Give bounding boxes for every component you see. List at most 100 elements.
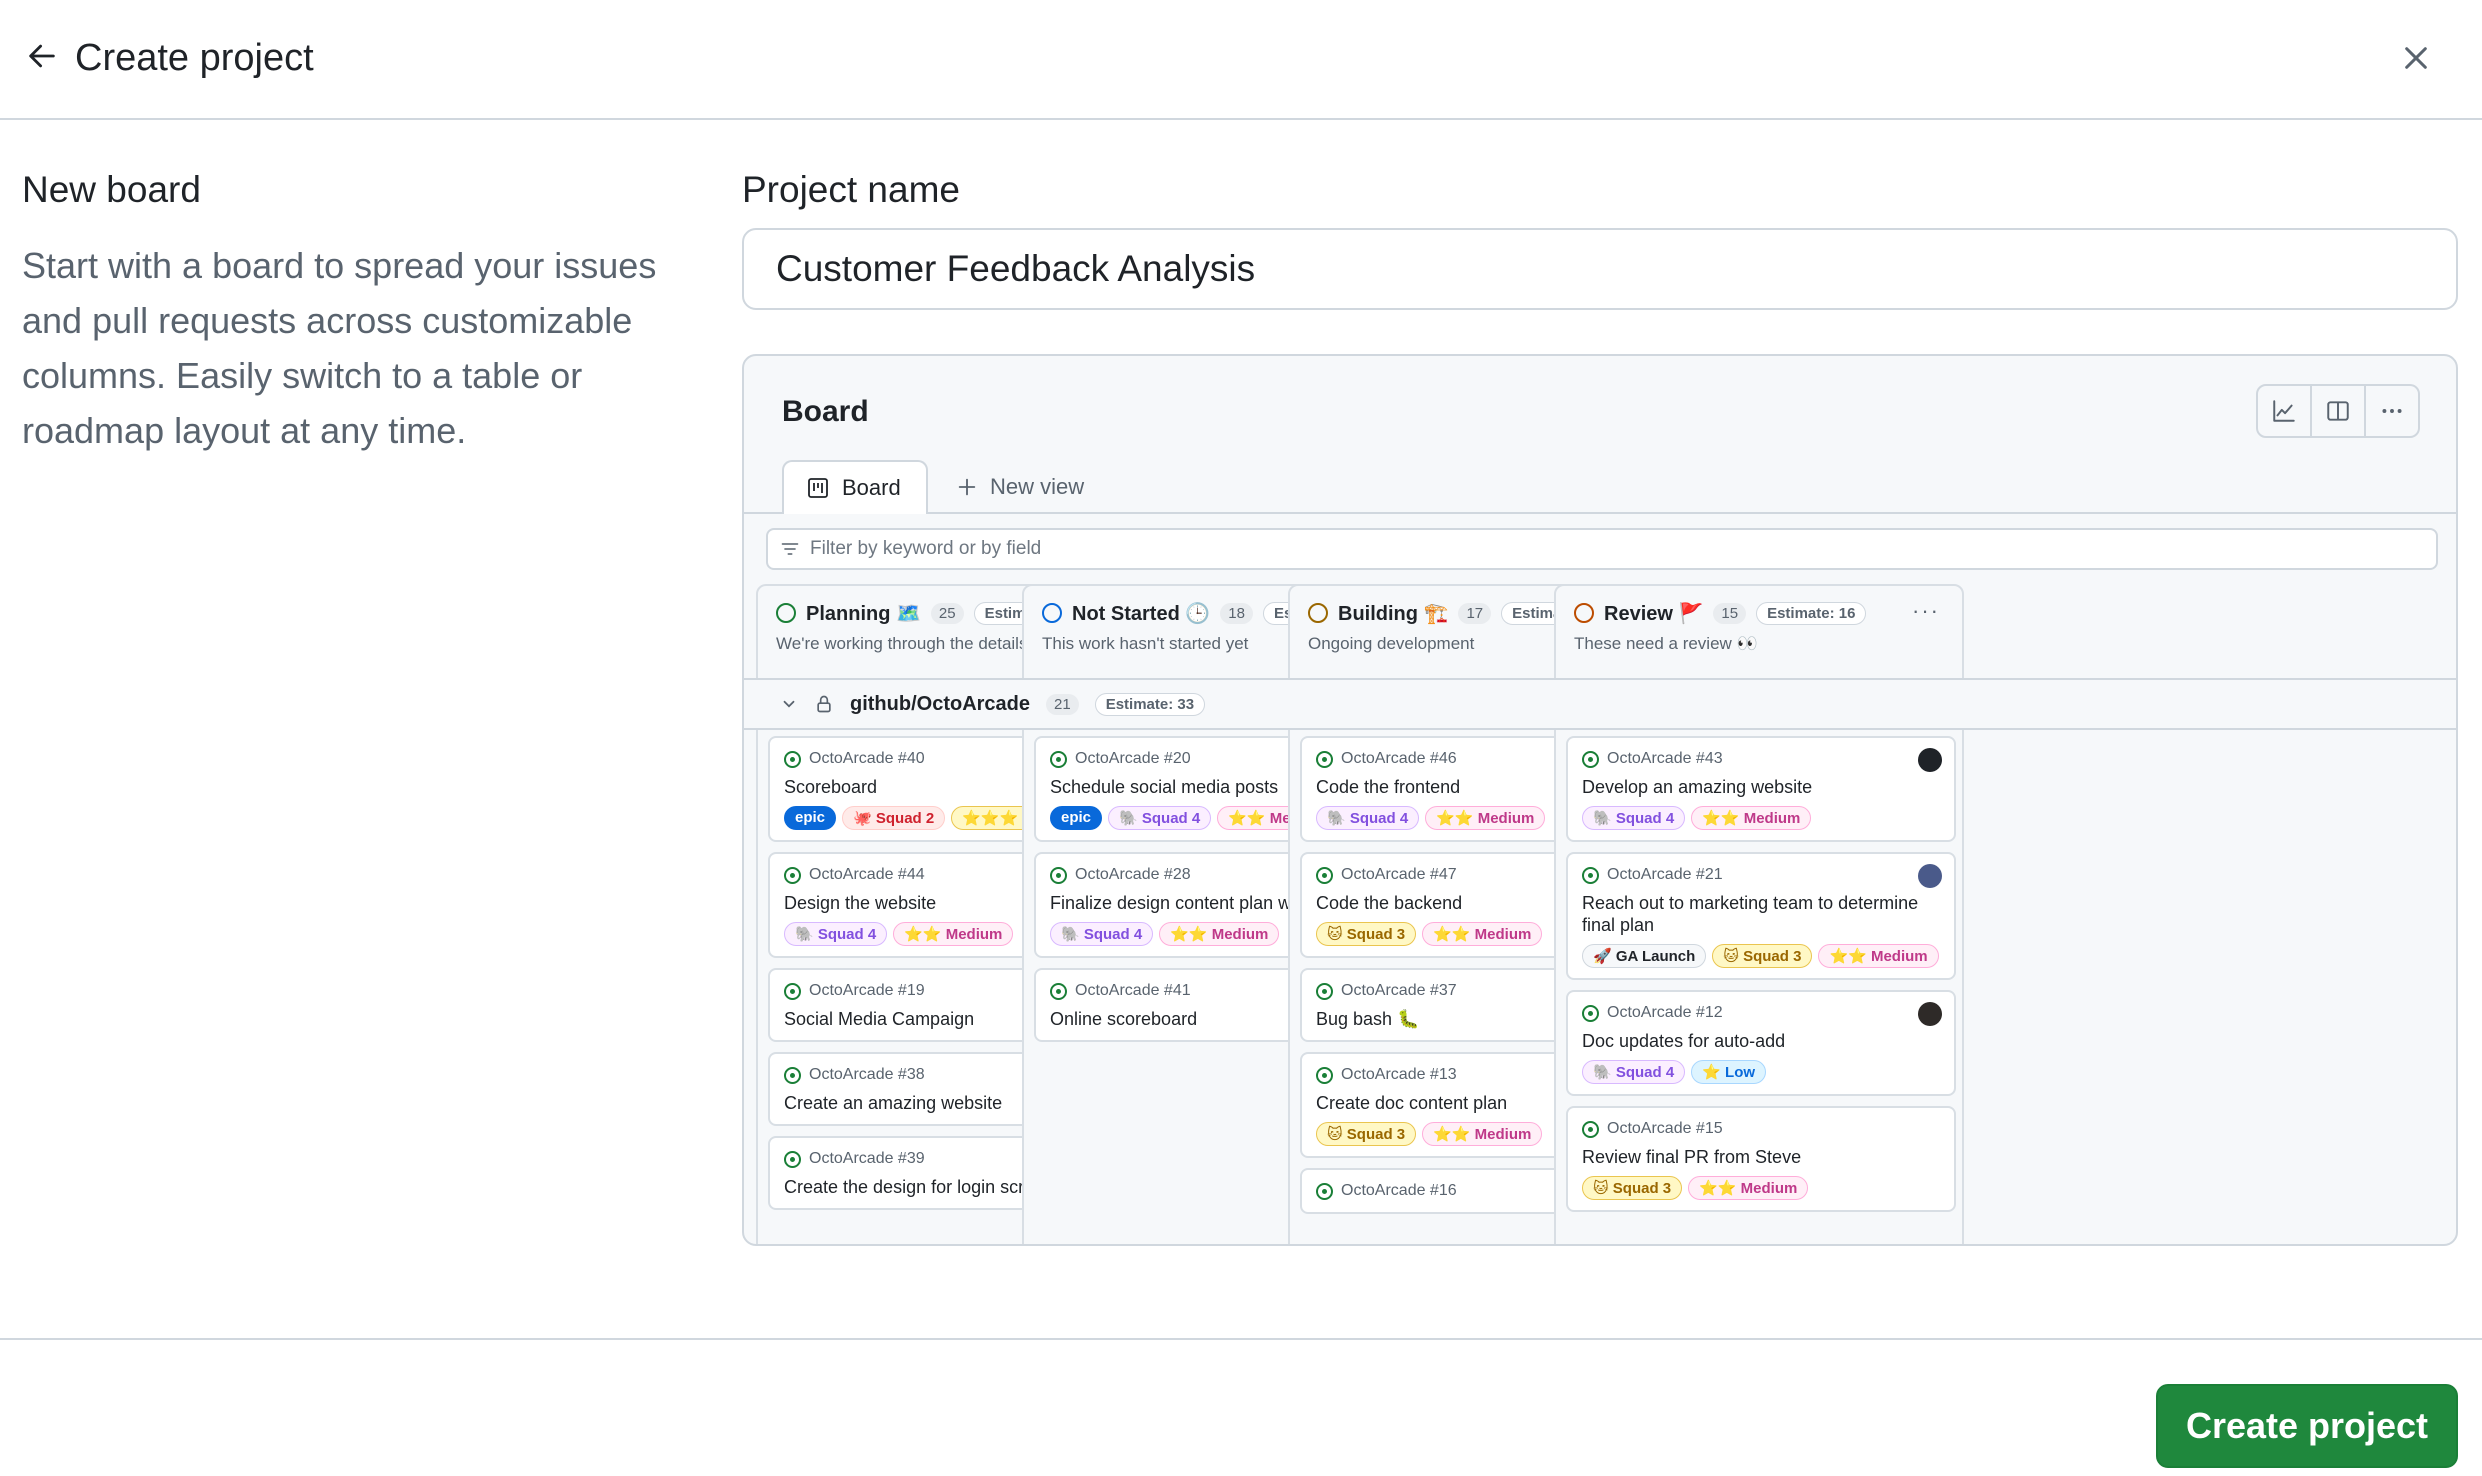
card-meta: OctoArcade #21 [1582,864,1942,886]
issue-reference: OctoArcade #15 [1607,1120,1723,1137]
issue-opened-icon [1050,982,1067,1000]
issue-opened-icon [1316,982,1333,1000]
avatar [1918,1002,1942,1026]
issue-title: Social Media Campaign [784,1009,975,1029]
card-meta: OctoArcade #43 [1582,748,1942,770]
layout-button [2312,386,2366,436]
column-description: These need a review 👀 [1574,634,1758,653]
create-project-button[interactable]: Create project [2156,1384,2458,1468]
field-tag: ⭐⭐ Medium [1425,806,1546,830]
preview-title: Board [782,395,869,428]
issue-reference: OctoArcade #28 [1075,866,1191,883]
x-icon [2405,47,2427,69]
card-meta: OctoArcade #46 [1316,748,1676,770]
kebab-horizontal-icon [2382,409,2402,413]
card-tags: 🐱 Squad 3 ⭐⭐ Medium [1316,1122,1676,1146]
column-title: Building 🏗️ [1338,602,1449,625]
group-count: 21 [1046,693,1079,715]
issue-reference: OctoArcade #46 [1341,750,1457,767]
tab-board: Board [782,460,928,514]
issue-reference: OctoArcade #43 [1607,750,1723,767]
issue-title: Scoreboard [784,777,878,797]
column-count: 17 [1458,602,1492,624]
group-estimate: Estimate: 33 [1094,692,1206,716]
issue-card: OctoArcade #47 Code the backend 🐱 Squad 3 ⭐… [1300,852,1690,958]
status-circle-icon [776,603,796,623]
issue-reference: OctoArcade #20 [1075,750,1191,767]
field-tag: ⭐⭐ Medium [1818,944,1939,968]
issue-title: Schedule social media posts [1050,777,1279,797]
column-description: We're working through the details [776,634,1028,653]
issue-title: Code the backend [1316,893,1463,913]
issue-card: OctoArcade #43 Develop an amazing website… [1566,736,1956,842]
field-tag: ⭐⭐ Medium [1691,806,1812,830]
card-meta: OctoArcade #44 [784,864,1144,886]
tab-new-view: New view [956,460,1084,514]
issue-reference: OctoArcade #40 [809,750,925,767]
issue-opened-icon [1050,750,1067,768]
card-tags: 🐘 Squad 4 ⭐⭐ Medium [1316,806,1676,830]
card-tags: 🐱 Squad 3 ⭐⭐ Medium [1316,922,1676,946]
issue-opened-icon [784,1066,801,1084]
template-description: Start with a board to spread your issues… [22,245,657,451]
card-meta: OctoArcade #47 [1316,864,1676,886]
project-name-label: Project name [742,169,960,210]
dialog-header: Create project [0,0,2482,120]
tab-divider [744,512,2456,514]
card-tags: 🐘 Squad 4 ⭐⭐ Medium [1582,806,1942,830]
column-title: Not Started 🕒 [1072,602,1211,625]
column-title: Planning 🗺️ [806,602,921,625]
field-tag: 🐘 Squad 4 [1582,806,1686,830]
issue-opened-icon [1316,866,1333,884]
card-tags: 🐘 Squad 4 ⭐⭐ Medium [1050,922,1410,946]
project-name-input[interactable] [742,228,2458,310]
card-tags: 🐘 Squad 4 ⭐ Low [1582,1060,1942,1084]
field-tag: epic [784,806,837,830]
issue-reference: OctoArcade #16 [1341,1182,1457,1199]
issue-title: Bug bash 🐛 [1316,1009,1420,1029]
filter-placeholder: Filter by keyword or by field [810,538,1042,559]
avatar [1918,748,1942,772]
template-title: New board [22,169,201,210]
avatar [1918,864,1942,888]
column-header: Review 🚩 15 Estimate: 16 These need a revie… [1556,586,1962,680]
issue-reference: OctoArcade #13 [1341,1066,1457,1083]
issue-opened-icon [1316,1182,1333,1200]
issue-reference: OctoArcade #12 [1607,1004,1723,1021]
issue-title: Doc updates for auto-add [1582,1031,1786,1051]
issue-opened-icon [784,866,801,884]
close-button[interactable] [2396,38,2436,78]
field-tag: 🐱 Squad 3 [1582,1176,1683,1200]
column-count: 25 [930,602,964,624]
issue-reference: OctoArcade #41 [1075,982,1191,999]
issue-title: Design the website [784,893,937,913]
issue-reference: OctoArcade #44 [809,866,925,883]
issue-title: Create doc content plan [1316,1093,1508,1113]
issue-opened-icon [1582,750,1599,768]
field-tag: 🚀 GA Launch [1582,944,1707,968]
card-tags: 🐱 Squad 3 ⭐⭐ Medium [1582,1176,1942,1200]
sidebar-icon [2327,401,2349,421]
field-tag: ⭐⭐ Medium [1422,922,1543,946]
issue-reference: OctoArcade #38 [809,1066,925,1083]
card-list: OctoArcade #43 Develop an amazing website… [1566,736,1956,1222]
preview-toolbar [2256,384,2420,438]
field-tag: 🐘 Squad 4 [784,922,888,946]
issue-opened-icon [1582,1120,1599,1138]
issue-opened-icon [784,982,801,1000]
issue-title: Reach out to marketing team to determine… [1582,893,1919,935]
back-button[interactable] [22,36,62,76]
board-preview: Board Board New view Filter by keyword o… [742,354,2458,1246]
issue-reference: OctoArcade #39 [809,1150,925,1167]
plus-icon [958,478,976,496]
issue-reference: OctoArcade #37 [1341,982,1457,999]
status-circle-icon [1308,603,1328,623]
dialog-title: Create project [75,37,314,79]
issue-opened-icon [1050,866,1067,884]
issue-opened-icon [784,750,801,768]
issue-title: Code the frontend [1316,777,1461,797]
issue-title: Create the design for login screen [784,1177,1055,1197]
field-tag: epic [1050,806,1103,830]
card-meta: OctoArcade #20 [1050,748,1410,770]
field-tag: 🐱 Squad 3 [1712,944,1813,968]
